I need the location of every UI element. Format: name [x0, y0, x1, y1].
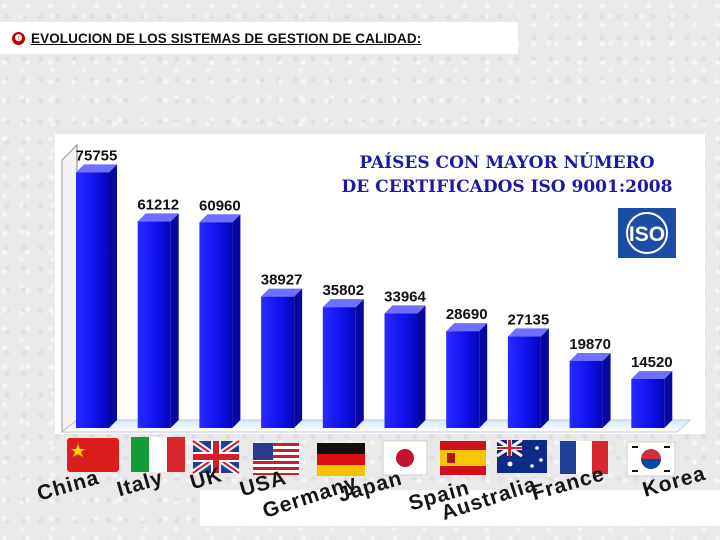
bar-usa — [261, 288, 303, 428]
bar-front — [199, 222, 233, 428]
bar-top — [137, 213, 179, 222]
value-label-uk: 60960 — [199, 197, 241, 214]
flag-germany-icon — [317, 443, 365, 476]
bar-top — [631, 370, 673, 379]
bar-side — [109, 164, 117, 428]
flag-japan-icon — [382, 440, 428, 476]
flag-china-icon — [67, 438, 119, 472]
bar-side — [602, 352, 611, 428]
flag-korea-icon — [626, 441, 676, 477]
bar-china — [76, 164, 117, 428]
bar-front — [631, 378, 665, 428]
value-label-spain: 28690 — [446, 306, 488, 323]
bar-top — [199, 214, 241, 223]
value-label-japan: 33964 — [384, 288, 426, 305]
bar-top — [76, 164, 117, 173]
value-label-china: 75755 — [76, 147, 118, 164]
bar-top — [507, 328, 549, 337]
bar-front — [569, 360, 603, 428]
bar-korea — [631, 370, 673, 428]
value-label-france: 19870 — [569, 336, 611, 353]
value-label-australia: 27135 — [508, 311, 550, 328]
flag-france-icon — [560, 441, 608, 474]
value-label-usa: 38927 — [261, 272, 303, 289]
value-labels-layer: 75755 61212 60960 38927 35802 33964 28690 27135… — [76, 147, 673, 371]
iso-globe-icon — [626, 212, 668, 254]
slide-header: ❶ EVOLUCION DE LOS SISTEMAS DE GESTION D… — [0, 22, 518, 54]
bar-spain — [446, 323, 488, 428]
bar-france — [569, 352, 611, 428]
bar-italy — [137, 213, 179, 428]
flag-uk-icon — [191, 438, 241, 476]
bullet-icon: ❶ — [12, 31, 25, 45]
flag-usa-icon — [253, 443, 299, 475]
bar-side — [355, 299, 364, 428]
bar-front — [384, 313, 418, 428]
iso-logo: ISO — [618, 208, 676, 258]
bar-top — [384, 305, 426, 314]
chart-title-line-2: DE CERTIFICADOS ISO 9001:2008 — [342, 177, 673, 197]
bar-side — [417, 305, 426, 428]
bar-front — [137, 221, 171, 428]
bar-side — [540, 328, 549, 428]
flags-row — [67, 437, 676, 477]
country-label-italy: Italy — [114, 466, 166, 501]
bar-top — [569, 352, 611, 361]
flag-australia-icon — [496, 438, 547, 473]
bar-side — [479, 323, 488, 428]
value-label-korea: 14520 — [631, 354, 673, 371]
bar-side — [664, 370, 673, 428]
chart-title-line-1: PAÍSES CON MAYOR NÚMERO — [359, 152, 654, 173]
bars-layer — [76, 164, 673, 428]
flag-italy-icon — [131, 437, 185, 472]
bar-side — [232, 214, 241, 428]
flag-spain-icon — [440, 441, 486, 475]
bar-front — [446, 331, 480, 428]
bar-top — [261, 288, 303, 297]
chart-side-wall — [61, 143, 78, 434]
value-label-italy: 61212 — [137, 196, 179, 213]
bar-germany — [322, 299, 364, 428]
bar-japan — [384, 305, 426, 428]
bar-australia — [507, 328, 549, 428]
bar-side — [294, 288, 303, 428]
bar-front — [507, 336, 541, 428]
bar-side — [170, 213, 179, 428]
iso-logo-text: ISO — [629, 223, 665, 246]
bottom-strip — [200, 490, 720, 526]
country-label-china: China — [35, 466, 102, 506]
bar-front — [261, 296, 295, 428]
bar-front — [76, 172, 109, 428]
header-title: EVOLUCION DE LOS SISTEMAS DE GESTION DE … — [31, 30, 422, 46]
bar-top — [446, 323, 488, 332]
bar-front — [322, 307, 356, 428]
bar-uk — [199, 214, 241, 428]
value-label-germany: 35802 — [322, 282, 364, 299]
bar-top — [322, 299, 364, 308]
